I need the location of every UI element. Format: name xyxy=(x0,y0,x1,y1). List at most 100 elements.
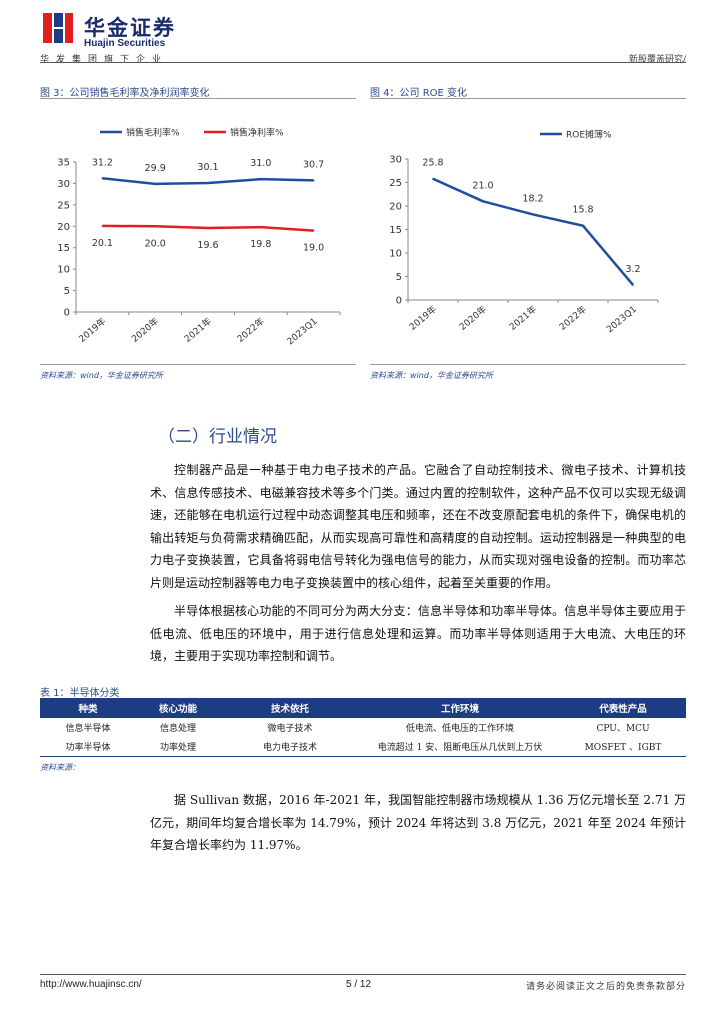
data-point xyxy=(154,183,156,185)
data-label: 31.0 xyxy=(250,158,271,169)
data-point xyxy=(582,224,584,227)
header-divider xyxy=(40,62,686,63)
y-tick-label: 0 xyxy=(64,308,70,319)
y-tick-label: 25 xyxy=(57,200,70,211)
data-point xyxy=(632,284,634,286)
table-cell: 信息半导体 xyxy=(65,724,111,734)
y-tick-label: 5 xyxy=(64,286,70,297)
figure-4-title: 图 4：公司 ROE 变化 xyxy=(370,88,468,99)
huajin-logo-icon xyxy=(40,10,76,46)
table-header-cell: 核心功能 xyxy=(136,698,220,718)
figure-3-title: 图 3：公司销售毛利率及净利润率变化 xyxy=(40,88,210,99)
x-tick-label: 2023Q1 xyxy=(605,305,639,336)
data-point xyxy=(154,225,156,228)
page-header: 华金证券 Huajin Securities 华发集团旗下企业 新股覆盖研究/ xyxy=(40,8,686,65)
legend-label: 销售净利率% xyxy=(230,127,284,139)
y-tick-label: 5 xyxy=(396,272,402,283)
table-row: 功率半导体 功率处理 电力电子技术 电流超过 1 安、阻断电压从几伏到上万伏 M… xyxy=(40,737,686,757)
table-cell: CPU、MCU xyxy=(596,724,650,734)
figure-3-source-rule xyxy=(40,364,356,365)
paragraph-semiconductor: 半导体根据核心功能的不同可分为两大分支：信息半导体和功率半导体。信息半导体主要应… xyxy=(150,604,686,663)
x-tick-label: 2020年 xyxy=(457,303,489,333)
footer-disclaimer: 请务必阅读正文之后的免责条款部分 xyxy=(525,982,686,992)
data-label: 20.0 xyxy=(145,238,166,249)
data-label: 25.8 xyxy=(422,158,443,169)
y-tick-label: 30 xyxy=(389,155,402,166)
logo-chinese-name: 华金证券 xyxy=(84,16,176,40)
logo-english-name: Huajin Securities xyxy=(84,38,166,49)
legend-label: 销售毛利率% xyxy=(126,127,180,139)
y-tick-label: 10 xyxy=(57,265,70,276)
legend-label: ROE摊薄% xyxy=(566,129,612,141)
section-title: （二）行业情况 xyxy=(158,427,277,447)
y-tick-label: 20 xyxy=(57,222,70,233)
table-source: 资料来源：￼￼￼￼￼￼￼￼￼￼￼￼￼￼￼￼￼￼￼￼￼ xyxy=(40,763,80,772)
data-point xyxy=(260,226,262,228)
data-label: 15.8 xyxy=(572,205,593,216)
table-header-cell: 代表性产品 xyxy=(560,698,686,718)
figure-4-source: 资料来源：wind，华金证券研究所 xyxy=(370,371,493,380)
table-title: 表 1：半导体分类 xyxy=(40,688,120,699)
y-tick-label: 10 xyxy=(389,249,402,260)
x-tick-label: 2023Q1 xyxy=(286,317,320,348)
table-cell: 功率半导体 xyxy=(40,737,136,757)
data-point xyxy=(532,213,534,216)
header-slogan: 华发集团旗下企业 xyxy=(40,55,169,65)
data-point xyxy=(207,227,209,229)
data-point xyxy=(312,179,315,182)
data-point xyxy=(101,177,104,180)
page-number: 5 / 12 xyxy=(346,979,372,990)
x-tick-label: 2022年 xyxy=(557,303,589,333)
data-label: 30.1 xyxy=(197,162,218,173)
table-cell: 功率处理 xyxy=(136,737,220,757)
data-label: 3.2 xyxy=(625,264,640,275)
paragraph-market-size: 据 Sullivan 数据，2016 年-2021 年，我国智能控制器市场规模从… xyxy=(150,793,686,852)
data-label: 31.2 xyxy=(92,157,113,168)
report-type: 新股覆盖研究/ xyxy=(628,55,686,65)
data-point xyxy=(482,200,484,203)
y-tick-label: 35 xyxy=(57,158,70,169)
table-cell: 电力电子技术 xyxy=(220,737,360,757)
footer-url-link[interactable]: http://www.huajinsc.cn/ xyxy=(40,979,142,990)
footer-divider xyxy=(40,974,686,975)
table-header-cell: 工作环境 xyxy=(360,698,560,718)
paragraph-controller: 控制器产品是一种基于电力电子技术的产品。它融合了自动控制技术、微电子技术、计算机… xyxy=(150,463,686,590)
data-point xyxy=(312,229,315,232)
data-point xyxy=(260,178,262,180)
figure-3-title-rule xyxy=(40,98,356,99)
y-tick-label: 30 xyxy=(57,179,70,190)
x-tick-label: 2022年 xyxy=(235,315,267,345)
data-point xyxy=(207,182,209,184)
data-label: 18.2 xyxy=(522,193,543,204)
table-cell: 低电流、低电压的工作环境 xyxy=(405,724,514,734)
data-label: 19.0 xyxy=(303,243,324,254)
data-point xyxy=(101,225,104,227)
figure-4-chart: 0 5 10 15 20 25 30 2019年 2020年 2021年 2022年 2023Q1 RO… xyxy=(389,129,659,336)
y-tick-label: 25 xyxy=(389,178,402,189)
y-tick-label: 0 xyxy=(396,296,402,307)
data-label: 19.6 xyxy=(197,240,218,251)
data-label: 21.0 xyxy=(472,180,493,191)
x-tick-label: 2020年 xyxy=(129,315,161,345)
figure-4-source-rule xyxy=(370,364,686,365)
table-row: 信息半导体 信息处理 微电子技术 低电流、低电压的工作环境 CPU、MCU xyxy=(40,718,686,737)
table-cell: 电流超过 1 安、阻断电压从几伏到上万伏 xyxy=(360,737,560,757)
x-tick-label: 2019年 xyxy=(407,303,439,333)
y-tick-label: 15 xyxy=(57,243,70,254)
table-header-row: 种类 核心功能 技术依托 工作环境 代表性产品 xyxy=(40,698,686,718)
data-label: 29.9 xyxy=(145,163,166,174)
x-tick-label: 2019年 xyxy=(76,315,108,345)
x-tick-label: 2021年 xyxy=(507,303,539,333)
data-label: 19.8 xyxy=(250,239,271,250)
figure-3-chart: 0 5 10 15 20 25 30 35 2019年 2020年 2021年 2022年 2023Q1… xyxy=(57,127,341,348)
figure-3-source: 资料来源：wind，华金证券研究所 xyxy=(40,371,163,380)
table-cell: 微电子技术 xyxy=(267,724,313,734)
figure-4-title-rule xyxy=(370,98,686,99)
data-label: 20.1 xyxy=(92,238,113,249)
table-cell: MOSFET 、IGBT xyxy=(560,737,686,757)
y-tick-label: 20 xyxy=(389,202,402,213)
semiconductor-table: 种类 核心功能 技术依托 工作环境 代表性产品 信息半导体 信息处理 微电子技术… xyxy=(40,698,686,757)
x-tick-label: 2021年 xyxy=(182,315,214,345)
data-label: 30.7 xyxy=(303,159,324,170)
data-point xyxy=(432,177,434,180)
